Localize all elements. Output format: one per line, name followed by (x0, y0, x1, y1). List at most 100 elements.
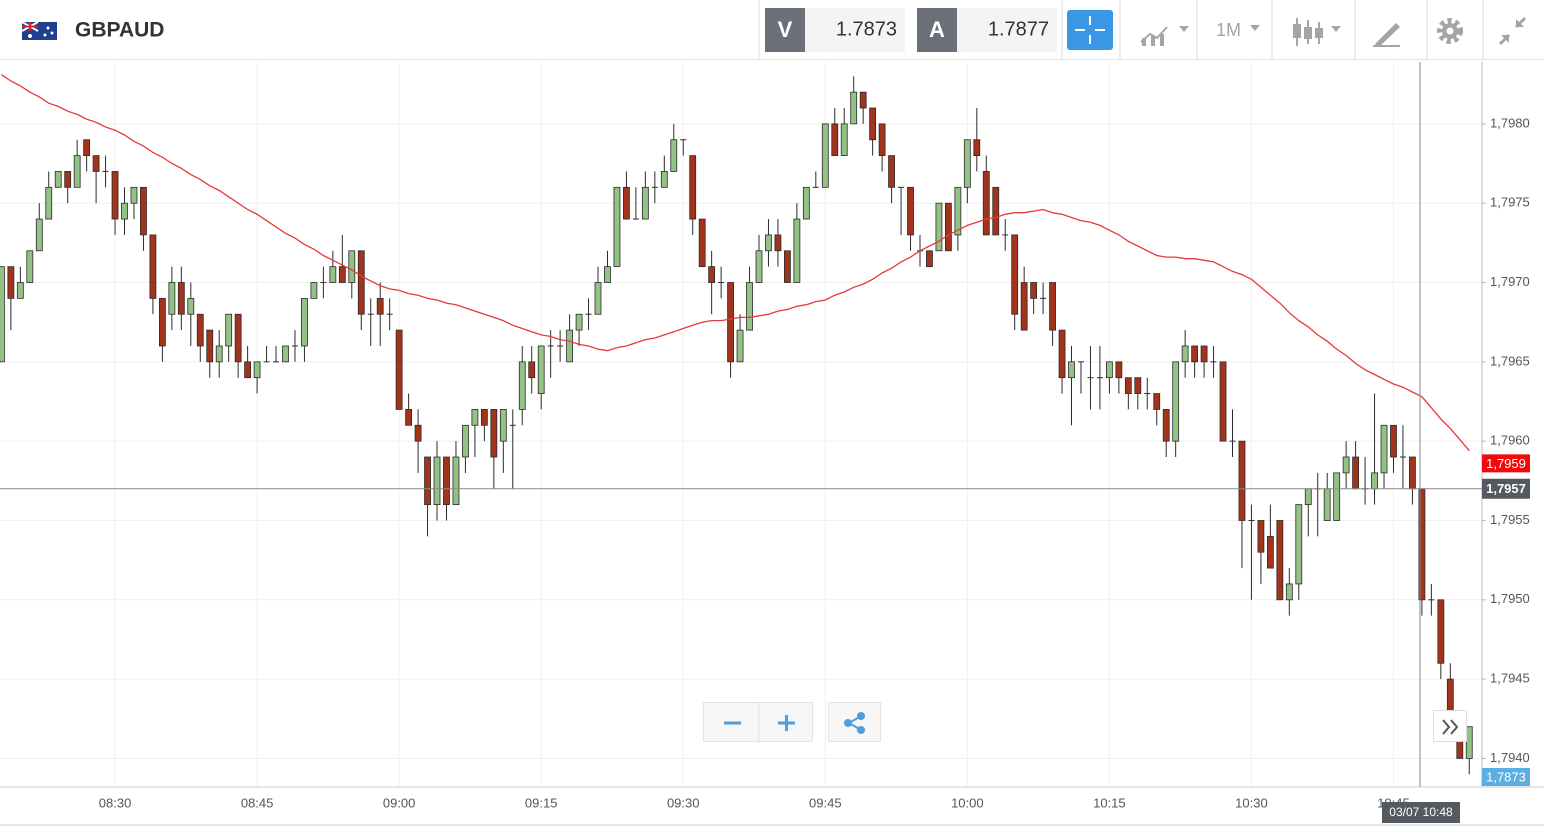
scroll-latest-button[interactable] (1433, 710, 1467, 742)
candle-body (196, 313, 204, 347)
ask-label: A (929, 17, 945, 42)
bid-button[interactable] (765, 8, 805, 52)
moving-average-line (1, 74, 1470, 452)
toolbar-graphics: GBPAUD V 1.7873 A 1.7877 1M (21, 0, 1527, 60)
collapse-button[interactable] (1498, 16, 1527, 46)
ask-button[interactable] (917, 8, 957, 52)
candle-body (1068, 361, 1075, 379)
candle-body (282, 345, 289, 363)
candle-body (784, 250, 791, 283)
candle-body (982, 171, 990, 236)
candle-body (821, 123, 829, 188)
candles-button[interactable] (1293, 18, 1341, 46)
toolbar: GBPAUD V 1.7873 A 1.7877 1M (0, 0, 1544, 60)
candle-body (1115, 361, 1123, 379)
x-tick-label: 10:30 (1235, 795, 1268, 810)
candle-body (1153, 393, 1161, 410)
candle-body (462, 424, 469, 458)
candle-body (1276, 520, 1284, 601)
x-tick-label: 09:15 (525, 795, 558, 810)
timeframe[interactable]: 1M (1216, 20, 1241, 40)
candle-body (54, 171, 62, 188)
candle-body (1257, 520, 1265, 553)
draw-tool-button[interactable] (1373, 23, 1400, 47)
candle-body (878, 123, 886, 156)
candle-body (64, 171, 72, 188)
candle-body (480, 409, 488, 426)
candle-body (433, 456, 441, 506)
candle-body (945, 202, 952, 252)
candle-body (774, 234, 782, 252)
candle-body (594, 282, 602, 315)
candle-body (575, 313, 583, 331)
candle-body (566, 329, 573, 363)
x-tick-label: 10:00 (951, 795, 984, 810)
candle-body (537, 345, 545, 394)
candle-body (1049, 282, 1056, 331)
x-tick-label: 08:30 (99, 795, 132, 810)
settings-button[interactable] (1437, 18, 1463, 44)
candle-body (234, 313, 242, 363)
y-tick-label: 1,7965 (1490, 353, 1530, 368)
crosshair-y-label: 1,7957 (1486, 481, 1526, 496)
candle-body (35, 218, 43, 252)
candle-body (7, 266, 15, 299)
candle-body (1134, 377, 1142, 394)
candle-body (1124, 377, 1132, 394)
candle-body (329, 266, 337, 283)
candle-body (1380, 424, 1388, 474)
y-tick-label: 1,7950 (1490, 591, 1530, 606)
candle-body (1020, 282, 1028, 331)
candle-body (1437, 599, 1445, 664)
crosshair-button[interactable] (1067, 10, 1113, 50)
flag-icon (21, 21, 57, 40)
candle-body (16, 282, 24, 299)
candle-body (518, 361, 526, 410)
candle-body (660, 171, 668, 188)
y-tick-label: 1,7980 (1490, 115, 1530, 130)
zoom-controls (703, 702, 813, 743)
candle-body (604, 266, 611, 283)
y-tick-label: 1,7955 (1490, 512, 1530, 527)
crosshair-icon (1075, 16, 1105, 44)
candle-body (973, 139, 981, 156)
candle-body (225, 313, 233, 347)
candle-body (1058, 329, 1066, 379)
candle-body (1238, 440, 1246, 521)
candle-body (850, 91, 858, 125)
candle-body (859, 91, 867, 109)
candle-body (528, 361, 536, 379)
candle-body (244, 361, 252, 379)
candle-body (490, 409, 498, 458)
candle-body (888, 155, 895, 188)
candle-body (1200, 345, 1208, 363)
y-tick-label: 1,7945 (1490, 671, 1530, 686)
candle-body (992, 186, 1000, 236)
candle-body (1333, 472, 1341, 521)
bid-tag-label: 1,7873 (1486, 769, 1526, 784)
candle-body (907, 186, 914, 236)
candle-body (83, 139, 91, 156)
candle-body (954, 186, 962, 236)
chart-type-button[interactable] (1140, 26, 1189, 46)
candle-body (670, 139, 678, 172)
candle-body (111, 171, 119, 220)
candle-body (1323, 488, 1331, 521)
candle-body (158, 297, 166, 347)
candle-body (395, 329, 403, 410)
candle-body (1285, 583, 1293, 601)
candle-body (414, 424, 422, 442)
bid-box (805, 8, 905, 52)
bid-price: 1.7873 (836, 18, 897, 40)
candle-body (746, 282, 753, 331)
candle-body (149, 234, 157, 299)
price-tag (1482, 454, 1530, 473)
candle-body (1219, 361, 1227, 442)
share-button[interactable] (828, 702, 881, 742)
candle-body (26, 250, 34, 283)
crosshair-x-label: 03/07 10:48 (1389, 805, 1453, 819)
candle-body (301, 297, 308, 347)
zoom-in-button[interactable] (778, 715, 795, 731)
candle-body (348, 250, 356, 283)
